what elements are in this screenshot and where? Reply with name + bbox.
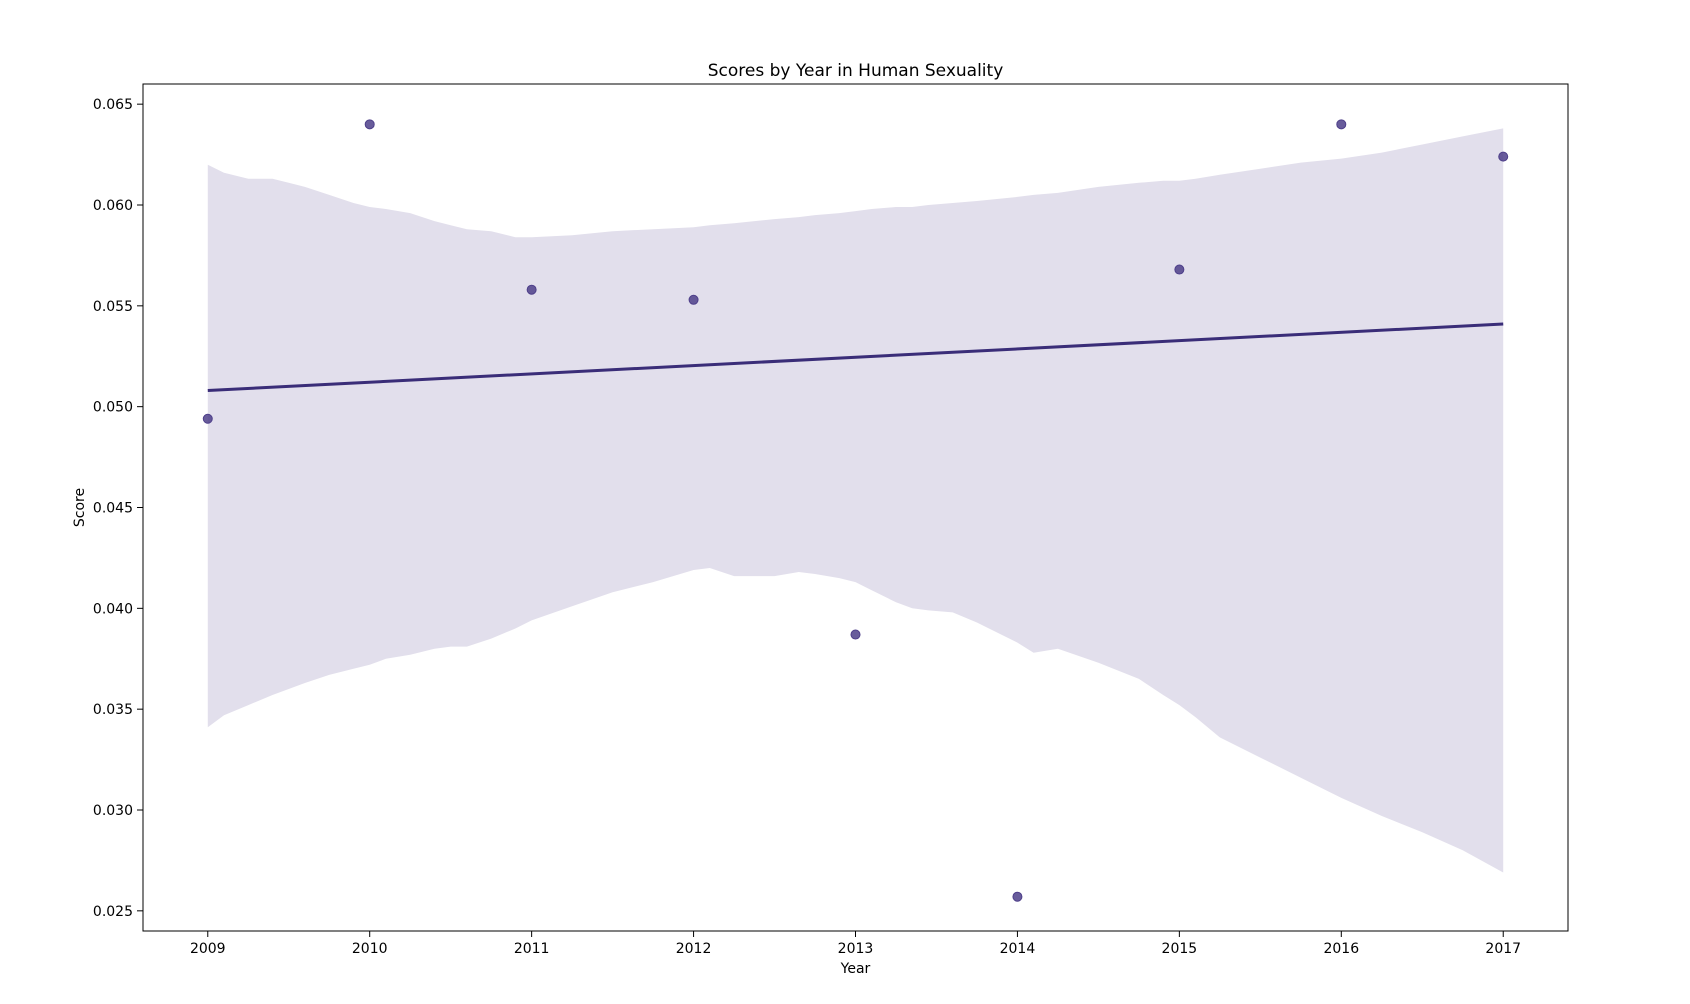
- chart-title: Scores by Year in Human Sexuality: [708, 61, 1004, 81]
- regression-line-layer: [207, 322, 1504, 393]
- data-point-2011: [526, 284, 537, 295]
- y-tick-label: 0.025: [93, 904, 133, 920]
- x-tick-label: 2009: [190, 941, 226, 957]
- confidence-band: [207, 128, 1504, 873]
- x-tick-label: 2011: [514, 941, 550, 957]
- x-tick-label: 2012: [676, 941, 712, 957]
- y-tick-label: 0.035: [93, 702, 133, 718]
- y-axis-label: Score: [72, 488, 88, 527]
- x-tick-label: 2010: [352, 941, 388, 957]
- y-tick-label: 0.055: [93, 299, 133, 315]
- data-point-2012: [688, 294, 699, 305]
- confidence-band-layer: [207, 128, 1504, 873]
- data-point-2015: [1174, 264, 1185, 275]
- y-tick-label: 0.045: [93, 501, 133, 517]
- x-axis-label: Year: [840, 961, 871, 977]
- x-tick-label: 2017: [1485, 941, 1521, 957]
- data-point-2013: [850, 629, 861, 640]
- x-tick-label: 2013: [838, 941, 874, 957]
- y-tick-label: 0.060: [93, 198, 133, 214]
- x-tick-label: 2016: [1323, 941, 1359, 957]
- y-tick-label: 0.030: [93, 803, 133, 819]
- data-points-layer: [202, 119, 1509, 902]
- data-point-2014: [1012, 891, 1023, 902]
- y-tick-label: 0.040: [93, 601, 133, 617]
- y-tick-label: 0.050: [93, 400, 133, 416]
- y-tick-label: 0.065: [93, 97, 133, 113]
- x-tick-label: 2014: [1000, 941, 1036, 957]
- data-point-2016: [1336, 119, 1347, 130]
- data-point-2017: [1498, 151, 1509, 162]
- data-point-2010: [364, 119, 375, 130]
- x-axis-ticks: 2009 2010 2011 2012 2013 2014 2015 2016 2017: [190, 931, 1521, 957]
- regression-line: [207, 322, 1504, 393]
- data-point-2009: [202, 413, 213, 424]
- y-axis-ticks: 0.025 0.030 0.035 0.040 0.045 0.050 0.055 0.060…: [93, 97, 143, 920]
- x-tick-label: 2015: [1162, 941, 1198, 957]
